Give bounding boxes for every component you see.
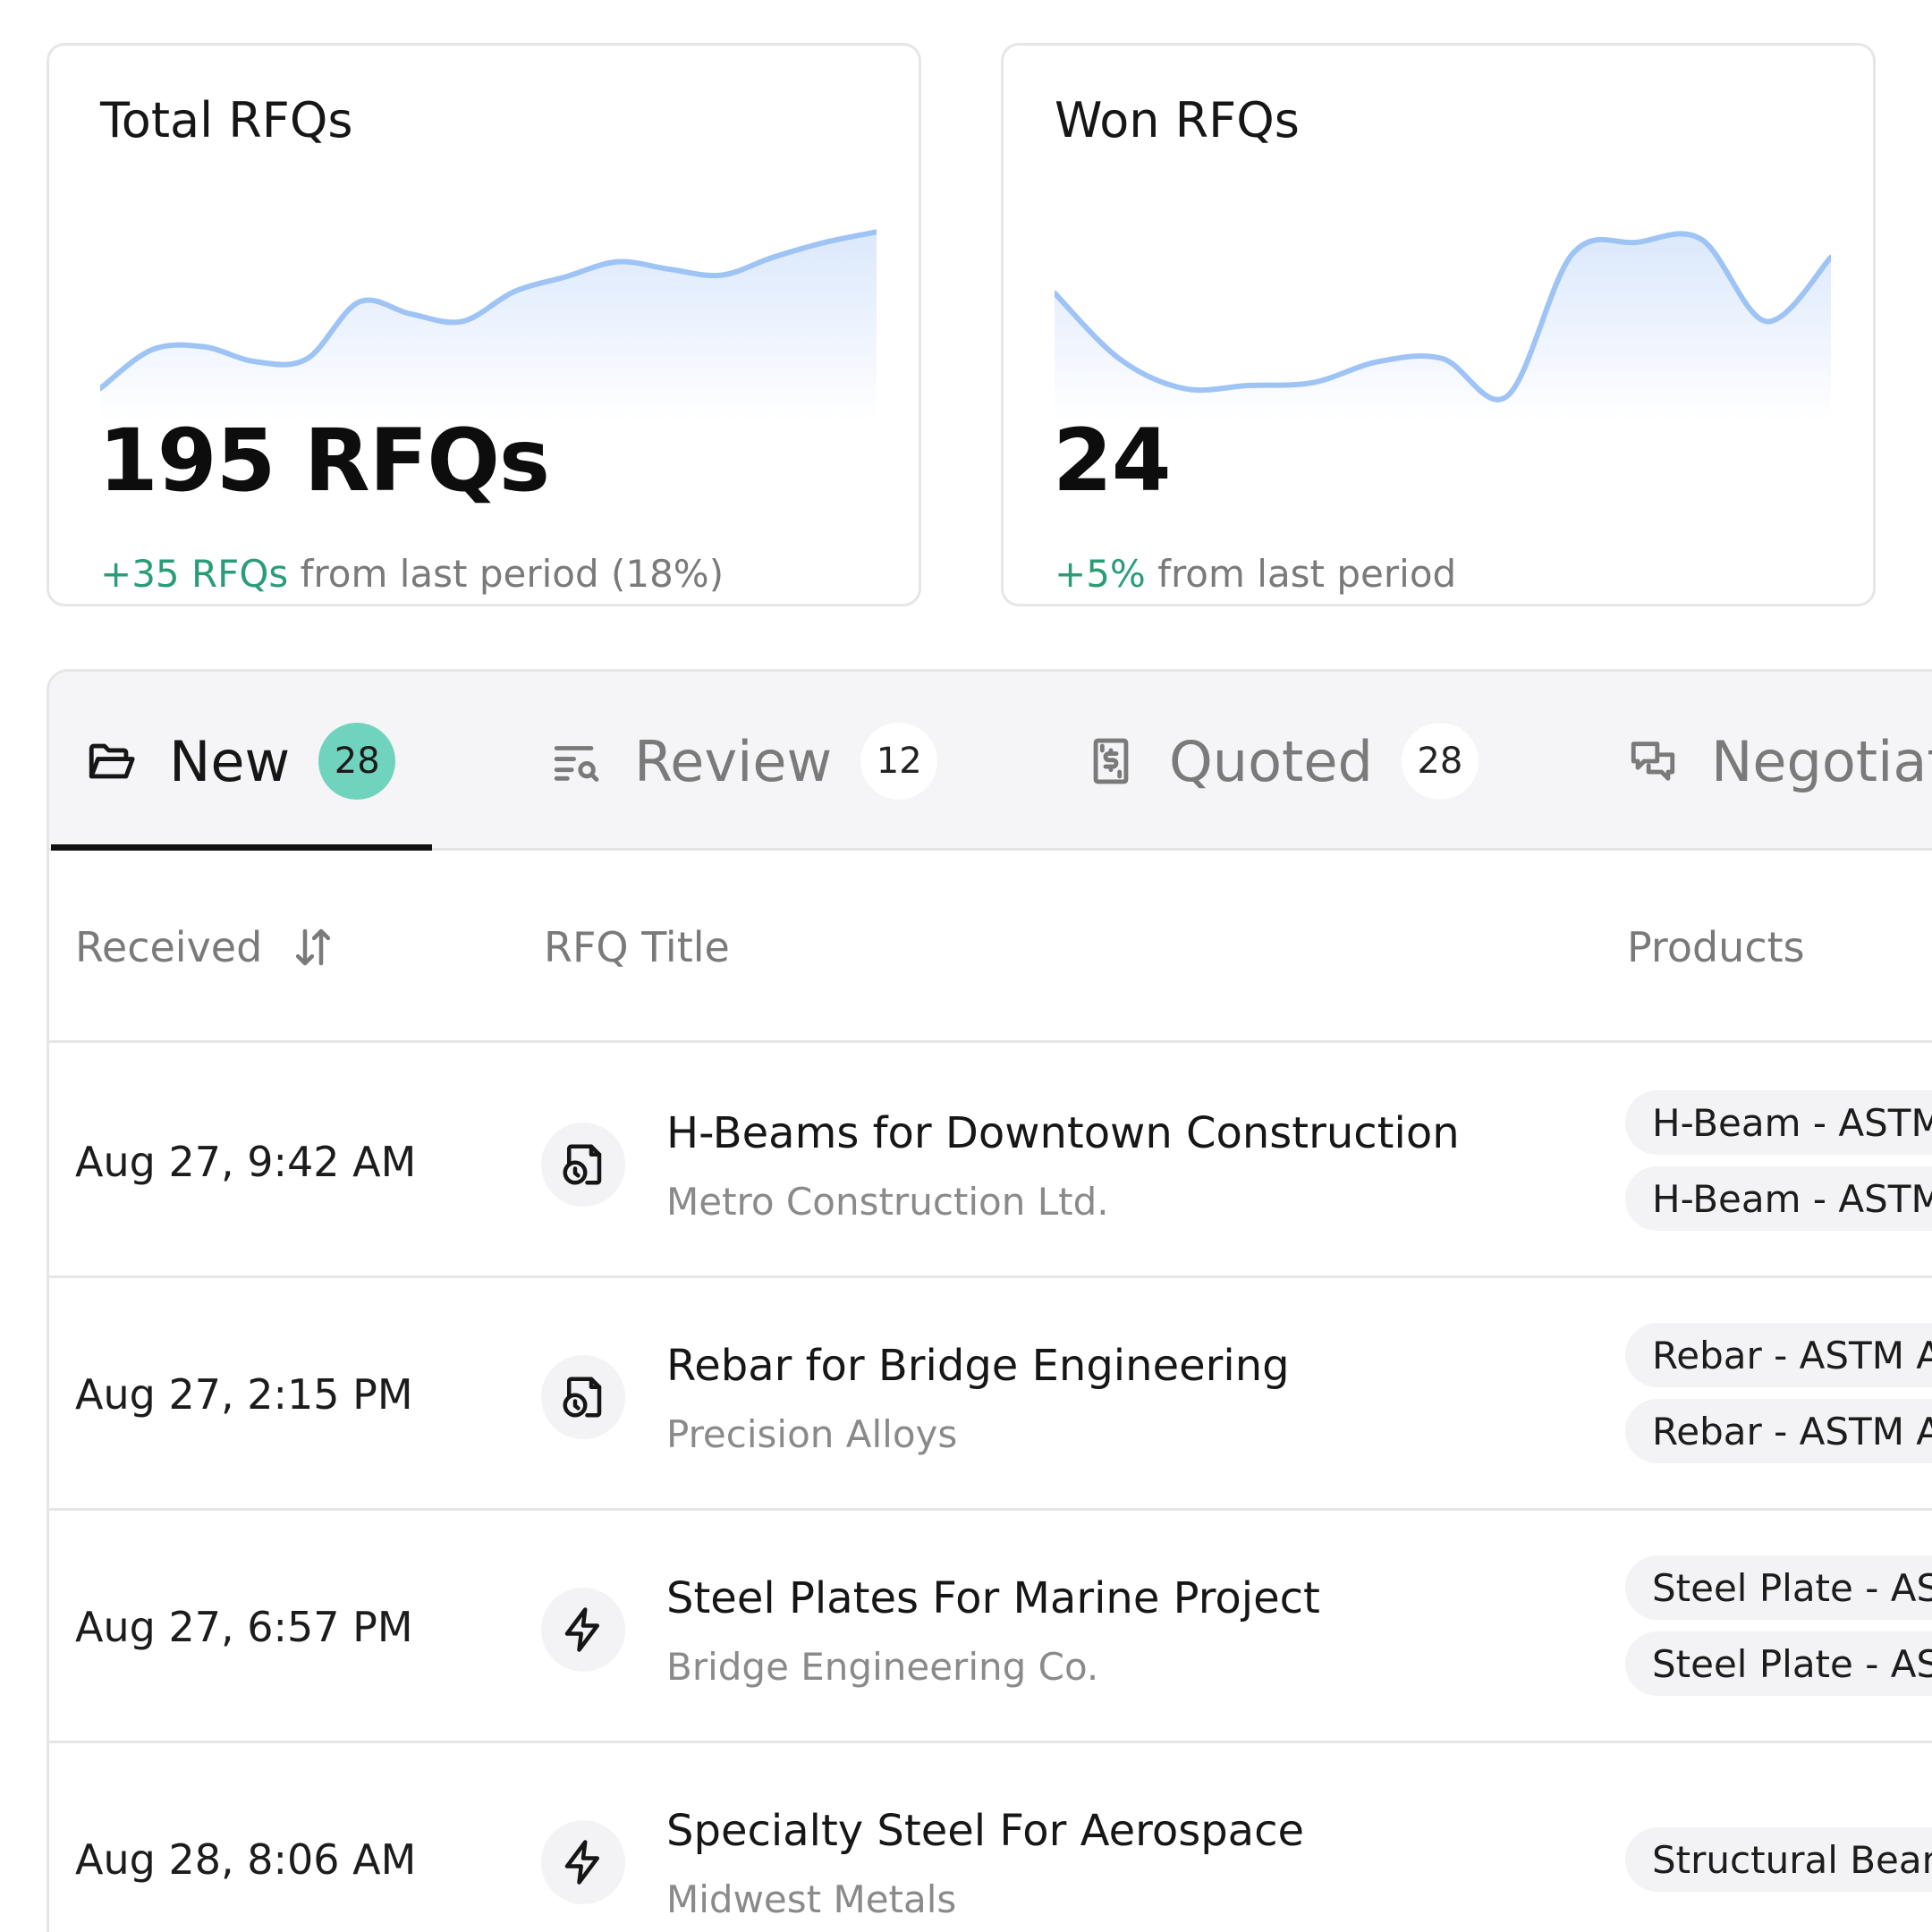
tab-review[interactable]: Review 12 <box>550 672 938 851</box>
table-row[interactable]: Aug 28, 8:06 AM Specialty Steel For Aero… <box>49 1743 1932 1932</box>
product-chip: H-Beam - ASTM <box>1625 1166 1932 1231</box>
rfq-company: Metro Construction Ltd. <box>666 1180 1109 1224</box>
product-chip: Rebar - ASTM A <box>1625 1323 1932 1387</box>
tab-label: Review <box>634 728 833 794</box>
total-rfqs-sparkline <box>100 229 877 421</box>
received-date: Aug 27, 6:57 PM <box>75 1603 413 1651</box>
rfq-panel: New 28 Review 12 Quoted 28 <box>47 669 1932 1932</box>
total-rfqs-card: Total RFQs 195 RFQs +35 RFQs from last p… <box>47 43 921 606</box>
sort-icon[interactable] <box>289 923 337 971</box>
product-chip: Structural Bean <box>1625 1827 1932 1892</box>
sparkline-line <box>100 229 877 392</box>
product-chip: Rebar - ASTM A <box>1625 1399 1932 1463</box>
tab-new[interactable]: New 28 <box>85 672 396 851</box>
lightning-icon <box>541 1820 625 1904</box>
product-chip: Steel Plate - AS <box>1625 1631 1932 1696</box>
active-tab-indicator <box>51 844 432 851</box>
received-date: Aug 28, 8:06 AM <box>75 1835 417 1884</box>
tab-label: Quoted <box>1169 728 1373 794</box>
tab-count-badge: 28 <box>1401 723 1479 800</box>
product-chip: Steel Plate - AS <box>1625 1555 1932 1620</box>
table-row[interactable]: Aug 27, 9:42 AM H-Beams for Downtown Con… <box>49 1046 1932 1278</box>
card-delta: +5% from last period <box>1055 552 1456 596</box>
rfq-title[interactable]: Rebar for Bridge Engineering <box>666 1341 1290 1391</box>
lightning-icon <box>541 1588 625 1672</box>
tab-label: New <box>169 728 291 794</box>
receipt-dollar-icon <box>1093 738 1129 784</box>
column-header-rfq-title[interactable]: RFQ Title <box>544 922 730 971</box>
chat-bubbles-icon <box>1631 741 1675 781</box>
tab-count-badge: 28 <box>318 723 396 800</box>
rfq-title[interactable]: H-Beams for Downtown Construction <box>666 1108 1460 1158</box>
table-header: Received RFQ Title Products <box>49 851 1932 1043</box>
card-title: Total RFQs <box>100 92 353 148</box>
received-date: Aug 27, 2:15 PM <box>75 1370 413 1419</box>
won-rfqs-card: Won RFQs 24 +5% from last period <box>1001 43 1876 606</box>
tab-count-badge: 12 <box>860 723 938 800</box>
tab-label: Negotiat <box>1711 728 1932 794</box>
sparkline-line <box>1055 231 1831 402</box>
received-date: Aug 27, 9:42 AM <box>75 1138 417 1186</box>
column-header-products[interactable]: Products <box>1627 922 1805 971</box>
won-rfqs-sparkline <box>1055 231 1831 421</box>
card-delta: +35 RFQs from last period (18%) <box>100 552 724 596</box>
tab-quoted[interactable]: Quoted 28 <box>1085 672 1479 851</box>
card-value: 24 <box>1053 411 1172 511</box>
rfq-company: Precision Alloys <box>666 1412 958 1456</box>
sparkline-area <box>100 232 877 421</box>
sparkline-area <box>1055 233 1831 421</box>
column-header-received[interactable]: Received <box>75 851 337 1043</box>
table-row[interactable]: Aug 27, 2:15 PM Rebar for Bridge Enginee… <box>49 1278 1932 1511</box>
card-title: Won RFQs <box>1055 92 1300 148</box>
delta-positive: +35 RFQs <box>100 552 289 596</box>
column-header-label: Received <box>75 922 263 971</box>
delta-text: from last period (18%) <box>288 552 724 596</box>
product-chip: H-Beam - ASTM <box>1625 1090 1932 1155</box>
rfq-company: Bridge Engineering Co. <box>666 1645 1099 1689</box>
delta-text: from last period <box>1145 552 1457 596</box>
delta-positive: +5% <box>1055 552 1146 596</box>
list-search-icon <box>554 746 599 782</box>
rfq-title[interactable]: Specialty Steel For Aerospace <box>666 1806 1305 1856</box>
rfq-company: Midwest Metals <box>666 1877 957 1921</box>
file-clock-icon <box>541 1355 625 1439</box>
table-row[interactable]: Aug 27, 6:57 PM Steel Plates For Marine … <box>49 1511 1932 1743</box>
status-tabs: New 28 Review 12 Quoted 28 <box>49 672 1932 851</box>
card-value: 195 RFQs <box>98 411 550 511</box>
rfq-title[interactable]: Steel Plates For Marine Project <box>666 1573 1320 1623</box>
tab-negotiation[interactable]: Negotiat <box>1627 672 1932 851</box>
folder-open-icon <box>89 743 135 779</box>
file-clock-icon <box>541 1123 625 1207</box>
